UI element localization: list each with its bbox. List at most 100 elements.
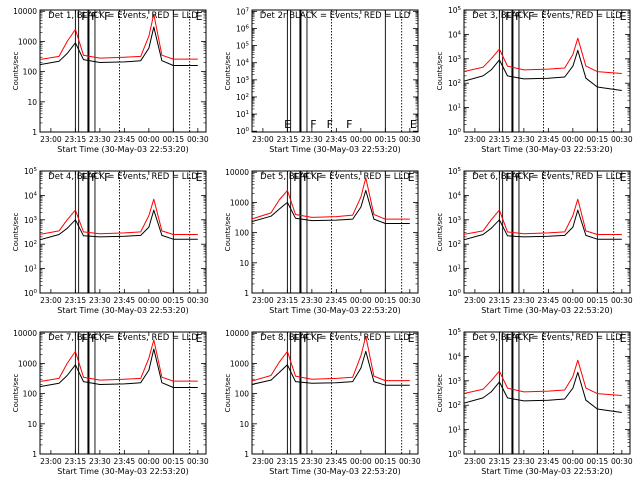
y-tick-label: 10 — [27, 420, 37, 429]
x-tick-label: 23:30 — [513, 457, 535, 466]
panel-title: Det 5, BLACK = Events, RED = LLD — [260, 172, 410, 182]
flag-lines — [74, 332, 191, 454]
x-tick-label: 00:00 — [350, 135, 372, 144]
events-series-line — [40, 348, 198, 388]
lld-series-line — [252, 335, 410, 382]
y-tick-label: 106 — [236, 24, 250, 33]
flag-label: F — [316, 171, 322, 184]
y-tick-label: 103 — [448, 55, 462, 64]
flag-label: F — [293, 332, 299, 345]
panel-title: Det 7, BLACK = Events, RED = LLD — [48, 333, 198, 343]
y-tick-label: 105 — [236, 42, 250, 51]
events-series-line — [464, 371, 622, 413]
flag-label: F — [528, 171, 534, 184]
y-axis-label: Counts/sec — [224, 213, 232, 252]
x-tick-label: 23:15 — [489, 135, 511, 144]
plot-frame — [39, 9, 207, 133]
y-tick-label: 10000 — [13, 7, 37, 16]
flag-label: F — [293, 171, 299, 184]
flag-label: E — [196, 332, 203, 345]
x-axis-label: Start Time (30-May-03 22:53:20) — [481, 145, 612, 154]
series-group — [40, 339, 198, 388]
x-axis-label: Start Time (30-May-03 22:53:20) — [481, 467, 612, 476]
x-tick-label: 23:45 — [326, 457, 348, 466]
y-tick-label: 101 — [24, 265, 37, 274]
y-axis-label: Counts/sec — [12, 52, 20, 91]
y-tick-label: 102 — [448, 240, 461, 249]
x-tick-label: 23:00 — [252, 296, 274, 305]
x-tick-label: 23:00 — [40, 296, 62, 305]
x-tick-label: 23:45 — [538, 135, 560, 144]
lld-series-line — [40, 13, 198, 61]
y-axis-label: Counts/sec — [12, 374, 20, 413]
y-tick-label: 104 — [24, 191, 38, 200]
y-tick-label: 1000 — [230, 359, 249, 368]
x-axis-label: Start Time (30-May-03 22:53:20) — [481, 306, 612, 315]
x-tick-label: 23:00 — [464, 457, 486, 466]
x-tick-label: 00:15 — [163, 457, 185, 466]
flag-label: F — [505, 10, 511, 23]
x-tick-label: 23:15 — [65, 296, 87, 305]
x-axis-label: Start Time (30-May-03 22:53:20) — [269, 467, 400, 476]
x-tick-label: 23:15 — [277, 296, 299, 305]
y-tick-label: 100 — [23, 390, 38, 399]
plot-frame — [251, 9, 419, 133]
flag-label: F — [316, 332, 322, 345]
events-series-line — [464, 209, 622, 241]
x-tick-label: 00:00 — [562, 296, 584, 305]
events-series-line — [40, 209, 198, 241]
detector-panel-2: 23:00 23:15 23:30 23:45 00:00 00:15 00:30 100 10… — [224, 7, 421, 154]
x-tick-label: 00:00 — [350, 296, 372, 305]
y-tick-label: 101 — [448, 104, 461, 113]
x-tick-label: 00:30 — [611, 135, 633, 144]
x-tick-label: 23:45 — [114, 296, 136, 305]
events-series-line — [252, 189, 410, 224]
lld-series-line — [464, 198, 622, 235]
y-tick-label: 104 — [448, 352, 462, 361]
x-tick-label: 00:30 — [611, 457, 633, 466]
x-tick-label: 23:00 — [40, 135, 62, 144]
flag-label: F — [81, 171, 87, 184]
plot-frame — [251, 331, 419, 455]
x-tick-label: 23:30 — [89, 135, 111, 144]
x-tick-label: 00:00 — [350, 457, 372, 466]
detector-panel-6: 23:00 23:15 23:30 23:45 00:00 00:15 00:30 100 10… — [436, 167, 633, 315]
y-tick-label: 100 — [24, 289, 38, 298]
flag-label: F — [104, 332, 110, 345]
y-tick-label: 107 — [236, 7, 250, 16]
x-tick-label: 23:00 — [252, 135, 274, 144]
flag-label: F — [528, 332, 534, 345]
events-series-line — [252, 350, 410, 386]
x-tick-label: 00:30 — [187, 135, 209, 144]
x-tick-label: 00:15 — [587, 135, 609, 144]
y-tick-label: 105 — [24, 167, 38, 176]
flag-label: E — [620, 332, 627, 345]
plot-frame — [39, 331, 207, 455]
detector-panel-4: 23:00 23:15 23:30 23:45 00:00 00:15 00:30 100 10… — [12, 167, 209, 315]
flag-label: F — [310, 118, 316, 131]
x-tick-label: 00:00 — [138, 135, 160, 144]
panel-title: Det 6, BLACK = Events, RED = LLD — [472, 172, 622, 182]
y-tick-label: 102 — [236, 93, 249, 102]
y-tick-label: 1 — [244, 289, 249, 298]
y-tick-label: 1000 — [18, 359, 37, 368]
flag-lines — [498, 332, 615, 454]
panel-title: Det 4, BLACK = Events, RED = LLD — [48, 172, 198, 182]
flag-label: F — [528, 10, 534, 23]
x-axis-label: Start Time (30-May-03 22:53:20) — [269, 306, 400, 315]
x-tick-label: 23:30 — [301, 296, 323, 305]
lld-series-line — [252, 177, 410, 220]
flag-label: E — [410, 118, 417, 131]
panel-title: Det 2r BLACK = Events, RED = LLD — [260, 11, 411, 21]
flag-label: F — [505, 332, 511, 345]
y-tick-label: 105 — [448, 6, 462, 15]
panel-title: Det 1, BLACK = Events, RED = LLD — [48, 11, 198, 21]
y-tick-label: 1 — [32, 128, 37, 137]
y-tick-label: 100 — [23, 68, 38, 77]
x-tick-label: 23:45 — [326, 296, 348, 305]
flag-label: F — [515, 171, 521, 184]
y-tick-label: 103 — [448, 216, 462, 225]
x-tick-label: 00:15 — [163, 135, 185, 144]
